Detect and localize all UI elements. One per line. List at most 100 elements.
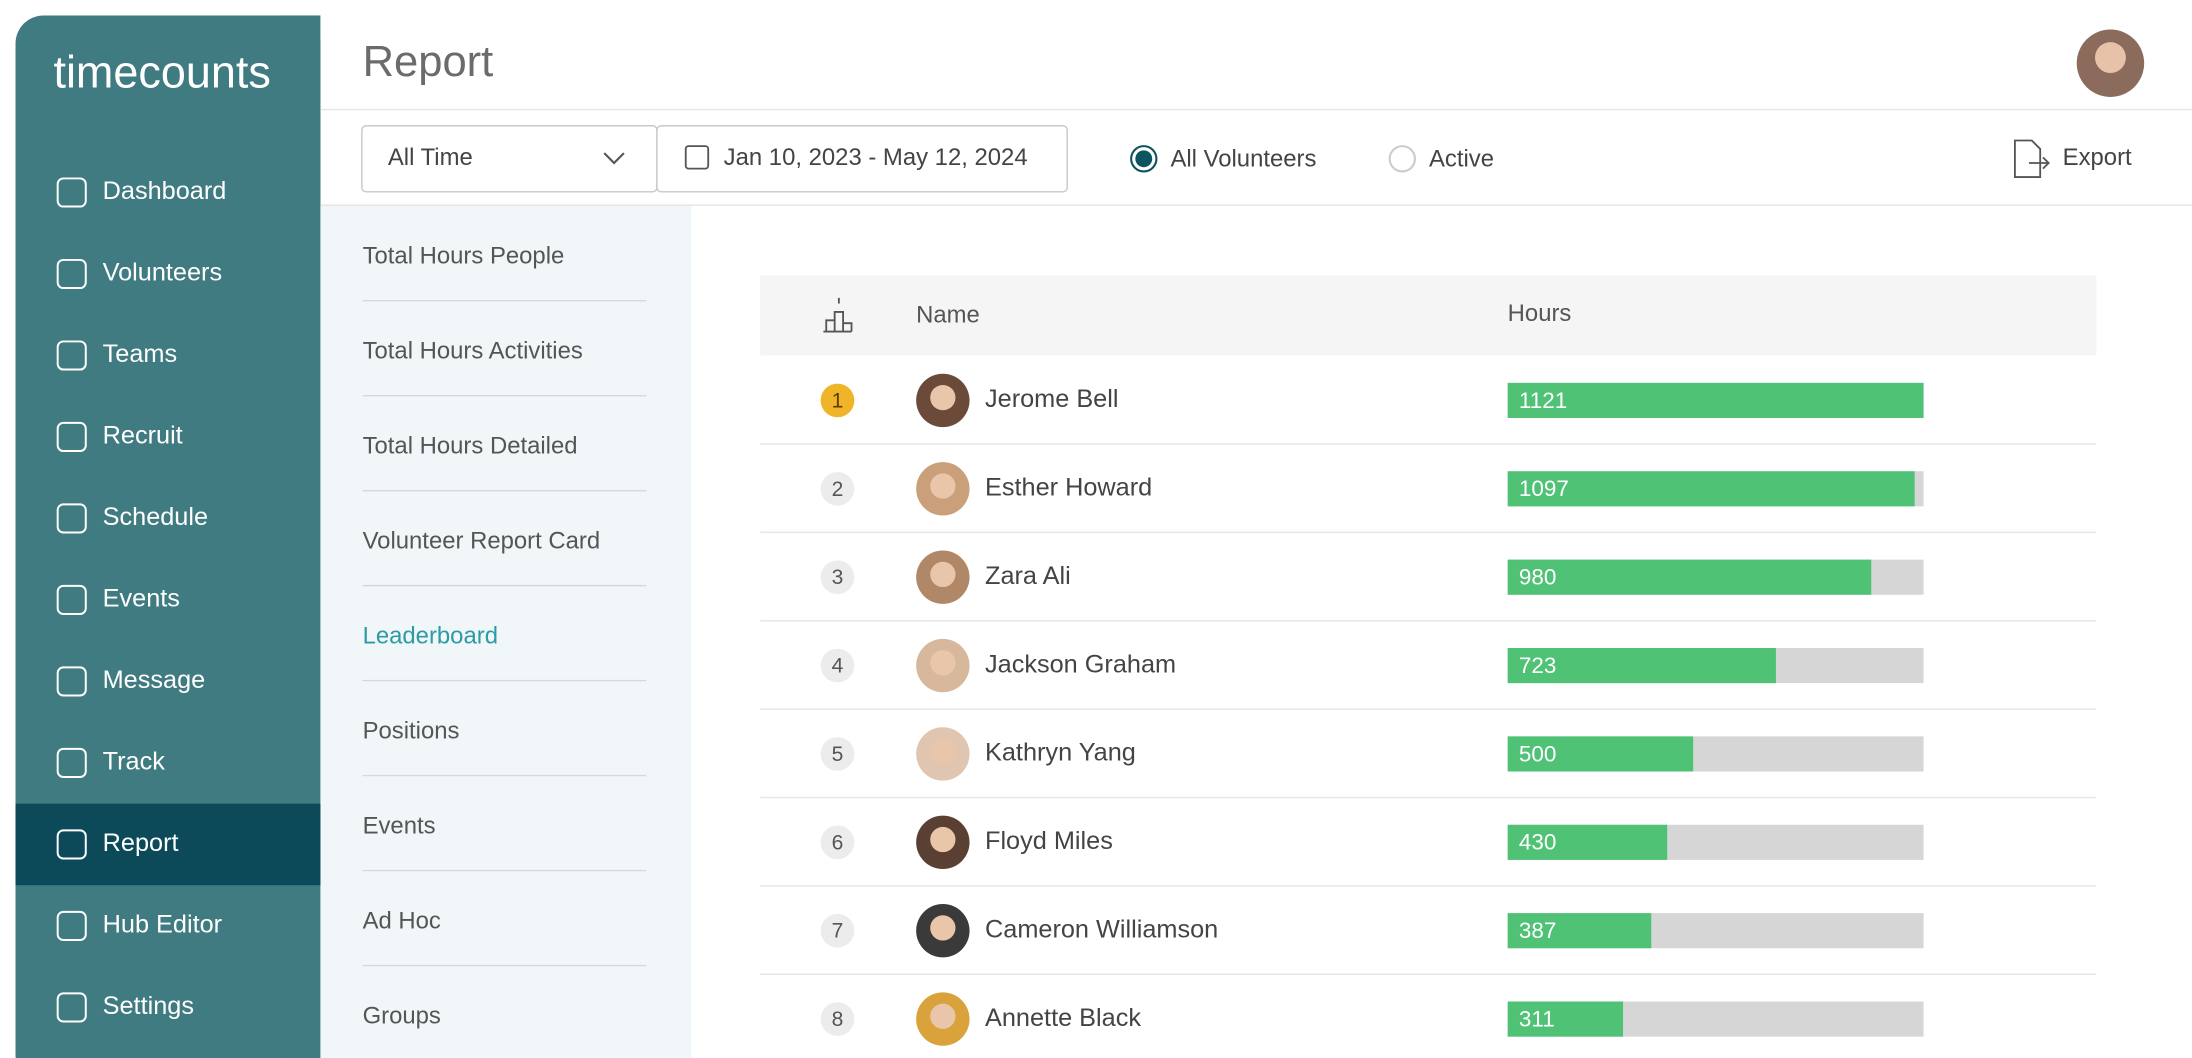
- nav-icon: [56, 258, 87, 290]
- chevron: [603, 152, 625, 165]
- volunteer-name[interactable]: Zara Ali: [985, 562, 1071, 590]
- nav-icon: [56, 666, 87, 697]
- radio[interactable]: [1388, 145, 1416, 173]
- column-header: Name: [916, 301, 980, 328]
- nav-item[interactable]: Message: [103, 666, 206, 694]
- volunteer-name[interactable]: Jerome Bell: [985, 385, 1118, 413]
- rank: 5: [832, 743, 844, 766]
- volunteer-name[interactable]: Annette Black: [985, 1004, 1141, 1032]
- user-avatar-face: [2094, 42, 2126, 74]
- avatar-face: [930, 473, 956, 499]
- rank-badge: [820, 560, 855, 595]
- nav-item[interactable]: Schedule: [103, 503, 208, 531]
- rank: 8: [832, 1008, 844, 1031]
- avatar-face: [930, 650, 956, 676]
- rank-badge: [820, 737, 855, 771]
- report-menu-item[interactable]: Total Hours People: [363, 242, 565, 269]
- volunteer-name[interactable]: Esther Howard: [985, 474, 1152, 502]
- report-menu-item[interactable]: Groups: [363, 1002, 441, 1029]
- hours-bar: [1507, 559, 1872, 595]
- rank: 1: [832, 389, 844, 412]
- hours-label: 311: [1519, 1006, 1555, 1031]
- rank: 7: [832, 920, 844, 943]
- nav-item[interactable]: Report: [103, 829, 179, 857]
- podium-icon: [823, 297, 853, 333]
- hours-bar: [1507, 382, 1924, 419]
- avatar-face: [930, 384, 956, 411]
- nav-item[interactable]: Events: [103, 585, 180, 613]
- report-menu-item[interactable]: Events: [363, 812, 436, 839]
- nav-icon: [56, 829, 87, 860]
- report-menu-item[interactable]: Positions: [363, 717, 460, 744]
- rank-badge: [820, 383, 855, 418]
- avatar-face: [930, 826, 956, 853]
- date-range[interactable]: [656, 125, 1068, 193]
- report-menu-item[interactable]: Leaderboard: [363, 622, 498, 649]
- volunteer-name[interactable]: Floyd Miles: [985, 827, 1113, 855]
- column-header: Hours: [1508, 300, 1572, 327]
- volunteer-name[interactable]: Jackson Graham: [985, 650, 1176, 678]
- report-menu-panel: [320, 205, 692, 1058]
- report-menu-item[interactable]: Volunteer Report Card: [363, 527, 601, 554]
- rank-badge: [820, 913, 855, 948]
- rank: 3: [832, 566, 844, 589]
- nav-item[interactable]: Settings: [103, 992, 194, 1020]
- nav-item[interactable]: Recruit: [103, 422, 183, 450]
- rank: 2: [832, 478, 844, 501]
- hours-bar: [1507, 648, 1776, 684]
- rank-badge: [820, 648, 855, 683]
- hours-label: 980: [1519, 565, 1557, 590]
- nav-active-bg: [15, 803, 321, 886]
- volunteer-name[interactable]: Kathryn Yang: [985, 739, 1136, 767]
- hours-bar: [1507, 1001, 1624, 1037]
- nav-item[interactable]: Teams: [103, 340, 177, 368]
- nav-item[interactable]: Track: [103, 748, 166, 776]
- period-value: All Time: [388, 144, 473, 171]
- rank: 6: [832, 831, 844, 854]
- hours-label: 430: [1519, 830, 1557, 855]
- rank-badge: [820, 825, 855, 860]
- page-title: Report: [363, 38, 494, 86]
- nav-icon: [56, 910, 87, 941]
- date-range-value: Jan 10, 2023 - May 12, 2024: [724, 144, 1028, 171]
- export-button[interactable]: Export: [2063, 144, 2132, 171]
- nav-icon: [56, 340, 87, 371]
- nav-icon: [56, 421, 87, 453]
- hours-bar: [1507, 824, 1668, 860]
- report-menu-item[interactable]: Total Hours Detailed: [363, 432, 578, 459]
- nav-item[interactable]: Hub Editor: [103, 911, 222, 939]
- nav-item[interactable]: Volunteers: [103, 259, 222, 287]
- logo: timecounts: [53, 47, 270, 98]
- nav-icon: [56, 584, 87, 615]
- nav-icon: [56, 747, 87, 778]
- nav-icon: [56, 503, 87, 534]
- table-header: [760, 275, 2097, 356]
- hours-bar: [1507, 471, 1915, 507]
- hours-bar: [1507, 913, 1652, 949]
- report-menu-item[interactable]: Total Hours Activities: [363, 337, 583, 364]
- rank-badge: [820, 471, 855, 506]
- radio-dot: [1135, 150, 1153, 168]
- export-icon: [2013, 139, 2050, 178]
- hours-label: 723: [1519, 653, 1557, 678]
- rank: 4: [832, 655, 844, 678]
- hours-label: 1097: [1519, 476, 1569, 501]
- nav-icon: [56, 177, 87, 208]
- nav-item[interactable]: Dashboard: [103, 177, 227, 205]
- avatar-face: [930, 738, 956, 764]
- hours-label: 1121: [1519, 388, 1567, 413]
- sidebar-edge: [281, 15, 321, 1058]
- avatar-face: [930, 1003, 956, 1029]
- rank-badge: [820, 1002, 855, 1036]
- report-menu-item[interactable]: Ad Hoc: [363, 907, 441, 934]
- hours-bar: [1507, 736, 1694, 772]
- radio-label: All Volunteers: [1170, 145, 1316, 172]
- hours-label: 500: [1519, 741, 1557, 766]
- hours-label: 387: [1519, 918, 1557, 943]
- volunteer-name[interactable]: Cameron Williamson: [985, 915, 1218, 943]
- nav-icon: [56, 992, 87, 1023]
- avatar-face: [930, 915, 956, 941]
- calendar-icon: [684, 145, 710, 170]
